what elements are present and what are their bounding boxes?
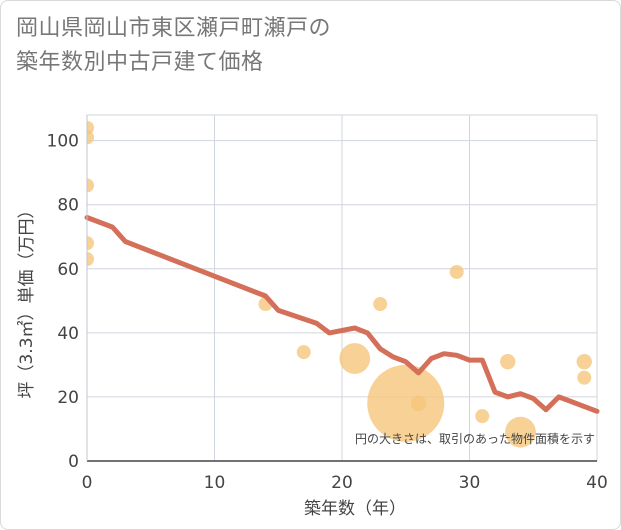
- x-axis-title: 築年数（年）: [304, 499, 406, 519]
- y-tick-label: 0: [68, 452, 79, 472]
- scatter-point: [87, 236, 94, 251]
- scatter-point: [87, 178, 94, 193]
- y-tick-label: 100: [47, 132, 79, 152]
- average-line: [84, 215, 600, 414]
- scatter-point: [577, 370, 592, 385]
- y-tick-label: 60: [57, 260, 79, 280]
- scatter-point: [296, 345, 311, 360]
- scatter-point: [475, 409, 490, 424]
- x-tick-label: 40: [586, 473, 608, 493]
- scatter-point: [373, 297, 388, 312]
- y-axis-title: 坪（3.3㎡）単価（万円）: [17, 201, 37, 398]
- x-tick-label: 0: [82, 473, 93, 493]
- chart-title-line-1: 岡山県岡山市東区瀬戸町瀬戸の: [16, 16, 332, 41]
- scatter-point: [339, 343, 371, 374]
- size-legend-note: 円の大きさは、取引のあった物件面積を示す: [355, 431, 595, 446]
- chart-title: 岡山県岡山市東区瀬戸町瀬戸の 築年数別中古戸建て価格: [16, 12, 331, 80]
- scatter-point: [87, 252, 94, 267]
- y-tick-label: 40: [57, 324, 79, 344]
- x-tick-label: 10: [204, 473, 226, 493]
- x-tick-label: 30: [459, 473, 481, 493]
- grid-lines: [86, 114, 598, 462]
- scatter-point: [576, 353, 592, 370]
- y-tick-label: 20: [57, 388, 79, 408]
- chart-title-line-2: 築年数別中古戸建て価格: [16, 50, 264, 75]
- y-tick-label: 80: [57, 196, 79, 216]
- average-price-line: [84, 215, 600, 414]
- x-tick-label: 20: [331, 473, 353, 493]
- scatter-point: [449, 264, 464, 279]
- scatter-point: [87, 130, 94, 145]
- scatter-point: [505, 416, 536, 448]
- scatter-point: [410, 395, 427, 412]
- scatter-points: [87, 120, 592, 448]
- scatter-point: [367, 364, 445, 442]
- scatter-point: [500, 353, 516, 370]
- axes: 0 10 20 30 40 0 20 40 60 80 100: [47, 115, 608, 493]
